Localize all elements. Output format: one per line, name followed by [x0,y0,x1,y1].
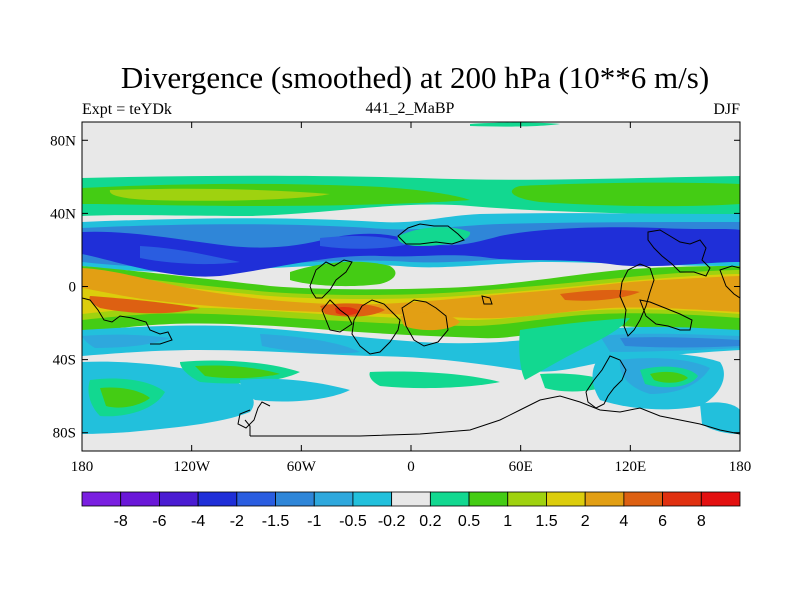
field-region-nh-subtropics-lighter-a [140,246,240,265]
x-tick-label: 60W [287,459,317,475]
field-region-indian-tongue [519,318,630,380]
colorbar-swatch [120,491,160,507]
colorbar-label: -0.2 [378,513,406,530]
colorbar: -8 -6 -4 -2 -1.5 -1 -0.5 -0.2 0.2 0.5 1 1.5 2 4 6 8 [81,491,741,530]
field-region-sh-midlat-cyan-a [240,378,350,402]
colorbar-label: 8 [697,513,706,530]
colorbar-swatch [81,491,122,507]
field-region-nh-subtropics-deepblue [82,227,740,277]
y-tick-label: 80S [53,426,76,442]
x-tick-label: 180 [71,459,94,475]
field-region-nh-midlat-lime-east [511,182,740,207]
colorbar-swatch [429,491,470,507]
field-region-tropics-max-a [335,307,360,316]
colorbar-swatch [584,491,625,507]
field-region-sh-midlat-green-c [369,371,500,389]
axes: 180 120W 60W 0 60E 120E 180 80N 40N 0 40S 80S [50,122,751,475]
field-region-nh-top-strip [470,122,560,127]
colorbar-label: 6 [658,513,667,530]
x-tick-label: 120E [614,459,646,475]
season-label: DJF [713,101,740,118]
field-region-atlantic-green [290,261,396,287]
y-tick-label: 80N [50,133,76,149]
colorbar-swatch [236,491,276,507]
colorbar-label: -0.5 [339,513,367,530]
field-region-nh-subtropics-lighter-b [320,236,410,249]
colorbar-swatch [197,491,238,507]
field-region-tropics-blob-b [400,312,460,331]
field-region-sh-subtropics-blue-a [82,334,170,348]
x-tick-label: 60E [509,459,533,475]
colorbar-swatch [507,491,547,507]
colorbar-label: 1.5 [535,513,557,530]
colorbar-label: -8 [114,513,128,530]
field-region-sh-midlat-lime-b [195,365,280,379]
field-region-sh-midlat-lime-c [650,371,688,383]
field-region-tropics-orange [82,268,740,319]
colorbar-label: 1 [503,513,512,530]
coastlines [82,223,740,437]
colorbar-swatch [275,491,315,507]
field-region-sh-subtropics-blue-b [260,334,360,354]
experiment-label: Expt = teYDk [82,101,172,118]
colorbar-label: 0.5 [458,513,480,530]
x-tick-label: 120W [173,459,211,475]
colorbar-label: -4 [191,513,205,530]
colorbar-label: 0.2 [419,513,441,530]
y-tick-label: 40S [53,353,76,369]
field-region-africa-green [397,227,471,246]
colorbar-label: -6 [152,513,166,530]
colorbar-swatch [662,491,702,507]
field-region-tropics-yellow [82,270,740,326]
colorbar-swatch [313,491,354,507]
run-label: 441_2_MaBP [365,100,455,117]
colorbar-label: 2 [581,513,590,530]
colorbar-label: -1 [307,513,321,530]
y-tick-label: 40N [50,206,76,222]
colorbar-label: -2 [230,513,244,530]
field-region-sh-subtropics-blue-d [620,337,740,348]
x-tick-label: 180 [729,459,752,475]
colorbar-swatch [468,491,509,507]
field-region-nh-midlat-yellow [109,188,330,201]
colorbar-label: -1.5 [262,513,290,530]
y-tick-label: 0 [69,280,77,296]
x-tick-label: 0 [407,459,415,475]
colorbar-swatch [546,491,586,507]
colorbar-swatch [159,491,199,507]
chart-title: Divergence (smoothed) at 200 hPa (10**6 … [120,60,710,95]
colorbar-swatch [700,491,741,507]
colorbar-label: 4 [619,513,628,530]
field-region-sh-midlat-lime-a [100,387,150,408]
colorbar-swatch [623,491,663,507]
colorbar-swatch [391,491,431,507]
field-region-tropics-peak-west [89,296,200,314]
field-region-sh-midlat-cyan-c [700,402,740,434]
colorbar-swatch [352,491,393,507]
